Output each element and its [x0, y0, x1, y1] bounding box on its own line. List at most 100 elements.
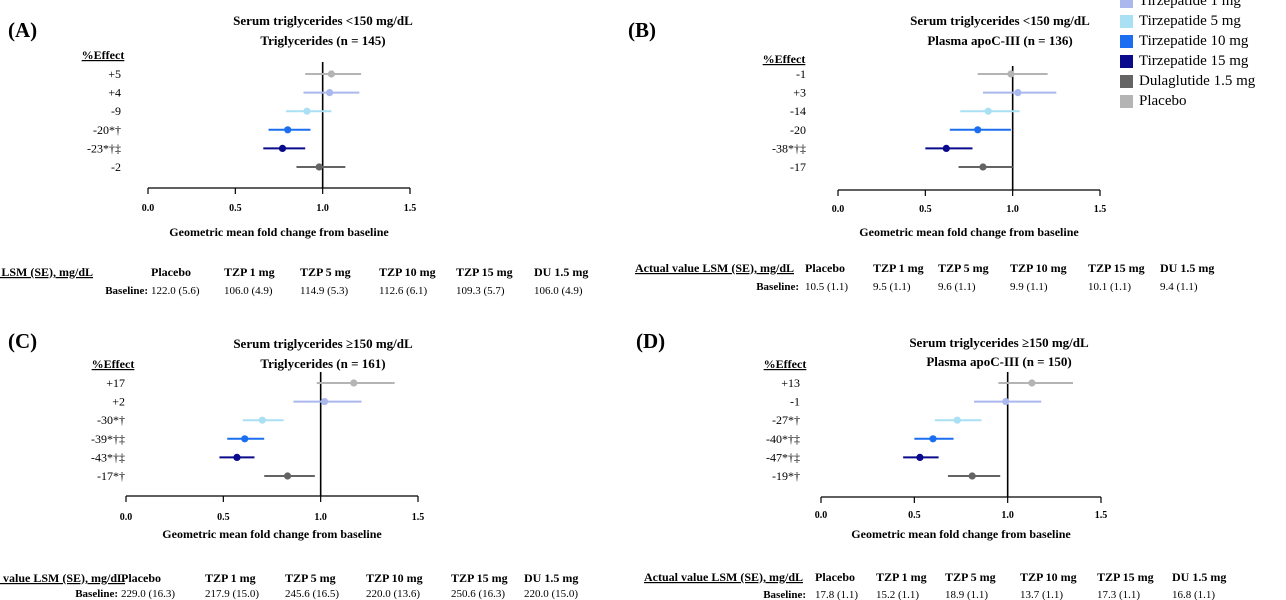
panel-label: (D) [636, 329, 665, 353]
point-du [283, 472, 292, 480]
effect-label: -2 [111, 160, 121, 174]
table-header: Placebo [121, 571, 161, 585]
table-header: DU 1.5 mg [534, 265, 588, 279]
legend-item-tzp5: Tirzepatide 5 mg [1120, 11, 1255, 31]
table-header: TZP 1 mg [873, 261, 924, 275]
baseline-value: 109.3 (5.7) [456, 285, 505, 297]
effect-label: -1 [796, 67, 806, 81]
effect-label: +13 [781, 376, 800, 390]
legend-item-placebo: Placebo [1120, 91, 1255, 111]
x-tick-label: 0.0 [142, 203, 155, 214]
baseline-label: Baseline: [763, 589, 806, 600]
table-header: TZP 1 mg [205, 571, 256, 585]
legend-item-tzp10: Tirzepatide 10 mg [1120, 31, 1255, 51]
legend-label: Placebo [1139, 93, 1187, 109]
effect-label: -27*† [772, 413, 800, 427]
legend-swatch [1120, 54, 1133, 68]
legend-item-du: Dulaglutide 1.5 mg [1120, 71, 1255, 91]
effect-label: -20*† [93, 123, 121, 137]
chart-title: Serum triglycerides <150 mg/dL [910, 13, 1090, 28]
baseline-value: 9.9 (1.1) [1010, 281, 1048, 293]
chart-subtitle: Plasma apoC-III (n = 150) [926, 354, 1071, 369]
effect-header: %Effect [763, 52, 806, 66]
chart-subtitle: Triglycerides (n = 161) [260, 356, 385, 371]
panel-b: (B) Serum triglycerides <150 mg/dL Plasma … [628, 13, 1214, 293]
table-header: TZP 5 mg [938, 261, 989, 275]
point-placebo [1007, 70, 1015, 78]
effect-label: +2 [112, 395, 125, 409]
table-header: TZP 1 mg [224, 265, 275, 279]
effect-label: +4 [108, 86, 121, 100]
panel-c: (C) Serum triglycerides ≥150 mg/dL Triglyc… [0, 329, 578, 600]
chart-title: Serum triglycerides <150 mg/dL [233, 13, 413, 28]
point-tzp5 [984, 107, 992, 115]
baseline-value: 15.2 (1.1) [876, 589, 919, 600]
x-tick-label: 0.0 [815, 510, 828, 521]
legend-swatch [1120, 94, 1133, 108]
table-header: TZP 5 mg [300, 265, 351, 279]
point-tzp15 [278, 144, 287, 152]
table-header: DU 1.5 mg [524, 571, 578, 585]
baseline-label: Baseline: [75, 588, 118, 600]
baseline-value: 122.0 (5.6) [151, 285, 200, 297]
effect-label: -1 [790, 395, 800, 409]
table-header: TZP 15 mg [1088, 261, 1145, 275]
point-tzp5 [953, 416, 961, 424]
x-axis-label: Geometric mean fold change from baseline [859, 225, 1079, 239]
effect-label: -47*†‡ [766, 450, 800, 464]
effect-header: %Effect [92, 357, 135, 371]
x-tick-label: 0.5 [919, 204, 932, 215]
point-tzp15 [942, 144, 950, 152]
table-title: Actual value LSM (SE), mg/dL [0, 265, 93, 279]
x-tick-label: 1.5 [1094, 204, 1107, 215]
effect-label: +17 [106, 376, 125, 390]
x-tick-label: 0.0 [120, 512, 133, 523]
chart-subtitle: Plasma apoC-III (n = 136) [927, 33, 1072, 48]
baseline-value: 250.6 (16.3) [451, 588, 505, 600]
table-header: Placebo [815, 570, 855, 584]
baseline-value: 10.1 (1.1) [1088, 281, 1131, 293]
legend: Tirzepatide 1 mg Tirzepatide 5 mg Tirzep… [1120, 0, 1255, 111]
chart-title: Serum triglycerides ≥150 mg/dL [909, 335, 1089, 350]
point-du [968, 472, 976, 480]
table-header: TZP 1 mg [876, 570, 927, 584]
x-tick-label: 0.0 [832, 204, 845, 215]
table-header: TZP 10 mg [1020, 570, 1077, 584]
point-placebo [327, 70, 335, 78]
x-tick-label: 1.0 [1001, 510, 1014, 521]
x-tick-label: 1.5 [1095, 510, 1108, 521]
baseline-value: 106.0 (4.9) [224, 285, 273, 297]
effect-label: -19*† [772, 469, 800, 483]
point-tzp1 [1002, 398, 1010, 406]
baseline-value: 16.8 (1.1) [1172, 589, 1215, 600]
effect-label: +3 [793, 86, 806, 100]
baseline-value: 9.4 (1.1) [1160, 281, 1198, 293]
point-tzp10 [241, 435, 249, 443]
effect-label: -9 [111, 104, 121, 118]
effect-header: %Effect [764, 357, 807, 371]
table-header: TZP 10 mg [379, 265, 436, 279]
x-tick-label: 1.0 [1006, 204, 1019, 215]
legend-item-tzp1: Tirzepatide 1 mg [1120, 0, 1255, 11]
panel-label: (B) [628, 18, 656, 42]
table-title: Actual value LSM (SE), mg/dL [635, 261, 794, 275]
baseline-value: 245.6 (16.5) [285, 588, 339, 600]
legend-label: Tirzepatide 15 mg [1139, 53, 1249, 69]
baseline-value: 217.9 (15.0) [205, 588, 259, 600]
effect-label: -38*†‡ [772, 141, 806, 155]
legend-item-tzp15: Tirzepatide 15 mg [1120, 51, 1255, 71]
table-header: TZP 15 mg [1097, 570, 1154, 584]
baseline-value: 114.9 (5.3) [300, 285, 349, 297]
panel-label: (C) [8, 329, 37, 353]
effect-label: -14 [790, 104, 806, 118]
table-header: DU 1.5 mg [1172, 570, 1226, 584]
point-du [315, 163, 323, 171]
baseline-value: 220.0 (13.6) [366, 588, 420, 600]
legend-swatch [1120, 34, 1133, 48]
x-tick-label: 1.5 [404, 203, 417, 214]
x-tick-label: 0.5 [217, 512, 230, 523]
effect-header: %Effect [82, 48, 125, 62]
point-tzp5 [303, 107, 311, 115]
point-tzp1 [326, 89, 334, 97]
table-header: TZP 5 mg [945, 570, 996, 584]
